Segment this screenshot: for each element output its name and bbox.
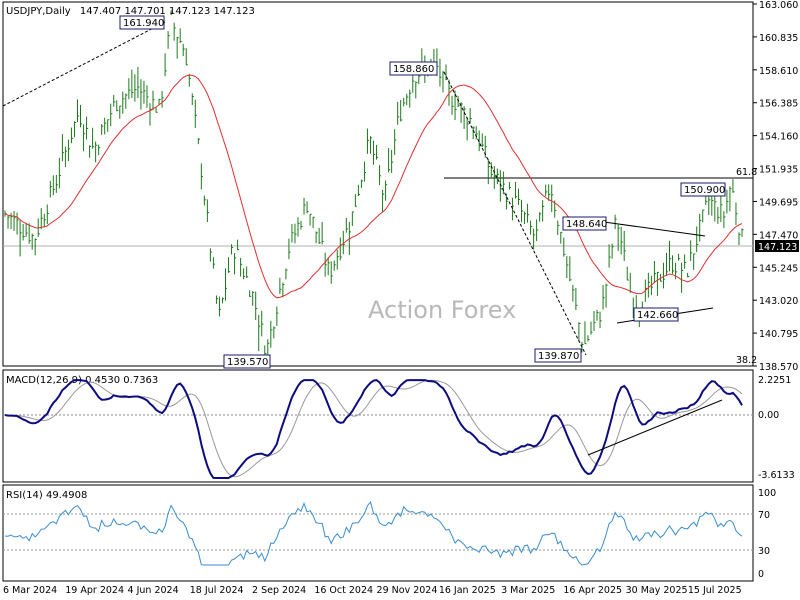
date-axis-label: 6 Mar 2024 xyxy=(3,585,57,596)
rsi-title: RSI(14) 49.4908 xyxy=(6,490,87,501)
date-axis-label: 15 Jul 2025 xyxy=(688,585,742,596)
date-axis-label: 30 May 2025 xyxy=(626,585,688,596)
price-axis-label: 149.695 xyxy=(759,197,798,208)
last-price-tag: 147.123 xyxy=(755,240,799,253)
annotation-high-apr: 148.640 xyxy=(562,216,607,231)
trendline-dashed-2 xyxy=(443,71,587,356)
rsi-axis-100: 100 xyxy=(758,488,776,499)
svg-text:148.640: 148.640 xyxy=(566,219,607,230)
price-axis-label: 140.795 xyxy=(759,329,798,340)
date-axis-label: 18 Jul 2024 xyxy=(190,585,244,596)
macd-line xyxy=(4,379,743,479)
price-axis-label: 154.160 xyxy=(759,132,798,143)
moving-average-line xyxy=(4,74,743,299)
annotation-high-2024: 161.940 xyxy=(119,15,165,30)
macd-panel xyxy=(2,369,754,483)
rsi-axis-30: 30 xyxy=(758,546,770,557)
price-axis-label: 143.020 xyxy=(759,296,798,307)
date-axis-label: 4 Jun 2024 xyxy=(128,585,179,596)
macd-axis-bottom: -3.6133 xyxy=(758,470,795,481)
price-axis-label: 145.245 xyxy=(759,263,798,274)
ohlc-label: 147.407 147.701 147.123 147.123 xyxy=(80,6,255,17)
price-axis-label: 156.385 xyxy=(759,99,798,110)
date-axis-label: 16 Apr 2025 xyxy=(563,585,622,596)
price-axis-label: 147.470 xyxy=(759,230,798,241)
candlestick-series xyxy=(4,10,744,359)
watermark: Action Forex xyxy=(368,296,516,324)
rsi-panel xyxy=(2,484,754,582)
date-axis-label: 16 Oct 2024 xyxy=(314,585,373,596)
triangle-upper-line xyxy=(603,221,706,237)
annotation-low-may: 142.660 xyxy=(633,307,679,322)
svg-text:142.660: 142.660 xyxy=(637,310,678,321)
annotation-high-jul: 150.900 xyxy=(680,182,726,197)
date-axis-label: 3 Mar 2025 xyxy=(501,585,555,596)
price-axis-label: 138.570 xyxy=(759,362,798,373)
chart-title: USDJPY,Daily 147.407 147.701 147.123 147… xyxy=(6,6,255,17)
price-axis-label: 163.060 xyxy=(759,0,798,11)
trendline-dashed-1 xyxy=(2,21,166,107)
macd-axis-top: 2.2251 xyxy=(758,375,791,386)
macd-trendline xyxy=(587,399,723,456)
date-axis-label: 16 Jan 2025 xyxy=(439,585,496,596)
rsi-line xyxy=(4,501,743,566)
annotation-low-sep: 139.570 xyxy=(223,354,271,369)
fib-382-label: 38.2 xyxy=(736,355,757,366)
price-axis: 163.060 160.835 158.610 156.385 154.160 151.9… xyxy=(753,0,798,373)
svg-text:158.860: 158.860 xyxy=(393,64,434,75)
macd-axis-zero: 0.00 xyxy=(758,410,779,421)
date-axis: 6 Mar 2024 19 Apr 2024 4 Jun 2024 18 Jul 20… xyxy=(3,585,742,596)
price-axis-label: 158.610 xyxy=(759,66,798,77)
date-axis-label: 29 Nov 2024 xyxy=(377,585,438,596)
price-axis-label: 160.835 xyxy=(759,33,798,44)
rsi-axis-70: 70 xyxy=(758,510,770,521)
annotation-high-jan: 158.860 xyxy=(389,61,438,76)
svg-text:150.900: 150.900 xyxy=(684,185,725,196)
svg-text:139.870: 139.870 xyxy=(538,351,579,362)
svg-text:147.123: 147.123 xyxy=(758,242,797,253)
price-axis-label: 151.935 xyxy=(759,165,798,176)
annotation-low-apr: 139.870 xyxy=(534,348,582,363)
svg-text:139.570: 139.570 xyxy=(227,357,268,368)
symbol-label: USDJPY,Daily xyxy=(6,6,71,17)
svg-text:161.940: 161.940 xyxy=(123,18,164,29)
date-axis-label: 19 Apr 2024 xyxy=(65,585,124,596)
fib-618-label: 61.8 xyxy=(736,167,757,178)
rsi-axis-0: 0 xyxy=(758,569,764,580)
date-axis-label: 2 Sep 2024 xyxy=(252,585,306,596)
